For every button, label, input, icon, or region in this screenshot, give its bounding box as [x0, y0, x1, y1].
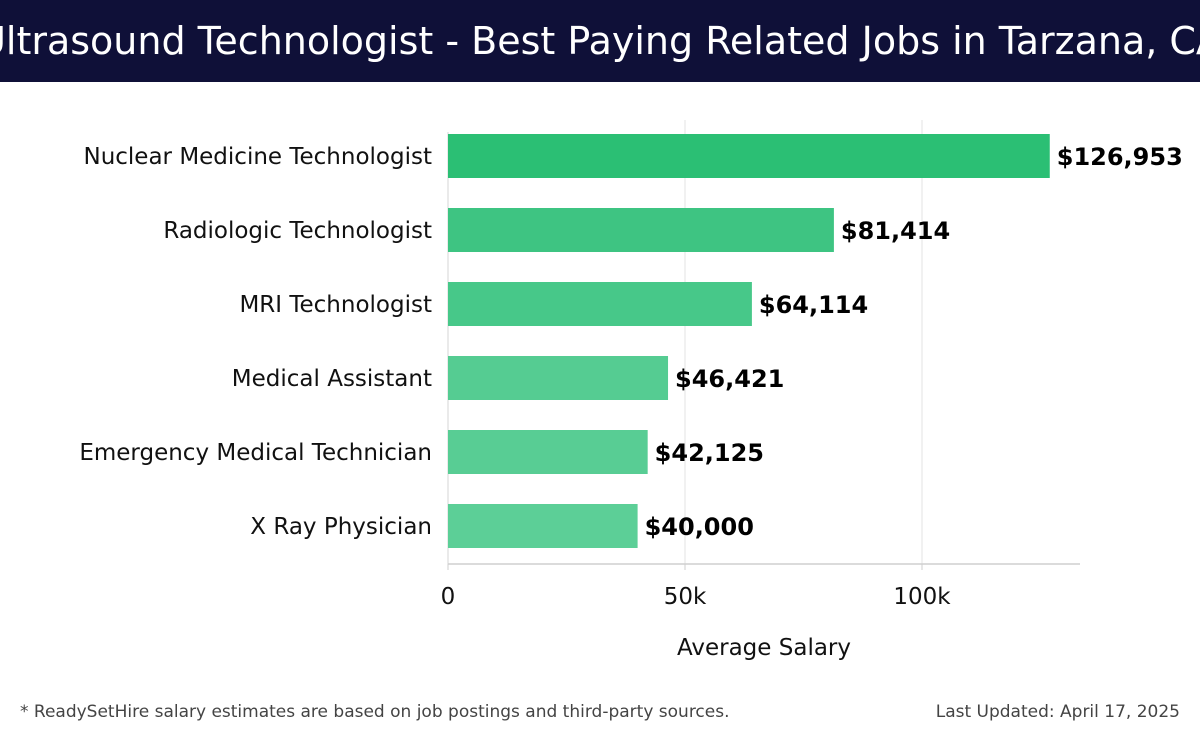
title-bar: Ultrasound Technologist - Best Paying Re…: [0, 0, 1200, 82]
bar: [448, 356, 669, 400]
x-axis-label: Average Salary: [677, 635, 851, 661]
category-labels: Nuclear Medicine Technologist Radiologic …: [79, 144, 432, 540]
value-label: $42,125: [655, 439, 764, 467]
value-label: $126,953: [1057, 143, 1183, 171]
bar: [448, 282, 752, 326]
category-label: Nuclear Medicine Technologist: [83, 144, 432, 170]
bar: [448, 134, 1050, 178]
value-label: $64,114: [759, 291, 868, 319]
salary-bar-chart: Nuclear Medicine Technologist Radiologic …: [79, 120, 1183, 661]
last-updated: Last Updated: April 17, 2025: [935, 702, 1180, 722]
value-label: $40,000: [645, 513, 754, 541]
x-tick-label: 100k: [893, 584, 951, 610]
chart-title: Ultrasound Technologist - Best Paying Re…: [0, 19, 1200, 63]
bar: [448, 430, 648, 474]
gridlines: [447, 120, 923, 564]
bars: [448, 134, 1050, 548]
value-label: $46,421: [675, 365, 784, 393]
value-labels: $126,953 $81,414 $64,114 $46,421 $42,125 $40,…: [645, 143, 1183, 541]
value-label: $81,414: [841, 217, 950, 245]
category-label: MRI Technologist: [239, 292, 432, 318]
bar: [448, 208, 834, 252]
category-label: Radiologic Technologist: [163, 218, 432, 244]
category-label: Emergency Medical Technician: [79, 440, 432, 466]
category-label: Medical Assistant: [232, 366, 432, 392]
x-tick-label: 50k: [664, 584, 707, 610]
x-tick-label: 0: [441, 584, 456, 610]
x-tick-labels: 0 50k 100k: [441, 564, 951, 610]
footer-note: * ReadySetHire salary estimates are base…: [20, 702, 730, 722]
category-label: X Ray Physician: [250, 514, 432, 540]
bar: [448, 504, 638, 548]
